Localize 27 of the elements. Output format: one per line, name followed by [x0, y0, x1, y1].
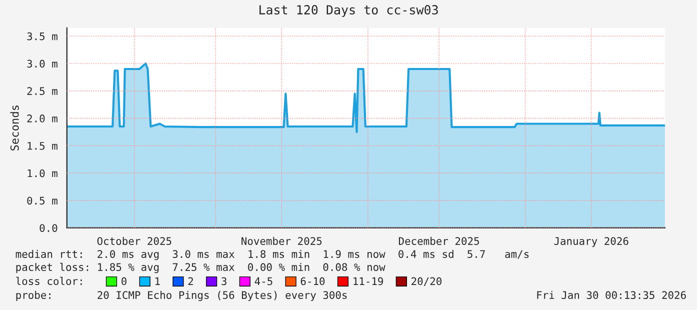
legend-label: 11-19	[354, 277, 383, 286]
y-tick-label: 1.0 m	[28, 169, 58, 178]
x-tick-label: December 2025	[398, 236, 479, 245]
text: Fri Jan 30 00:13:35 2026	[537, 290, 686, 300]
y-tick-label: 3.5 m	[27, 32, 58, 40]
y-tick-label: 2.5 m	[27, 87, 58, 96]
chart-title: Last 120 Days to cc-sw03	[260, 5, 438, 17]
legend-label: 1	[155, 277, 160, 286]
y-axis-title: Seconds	[10, 106, 19, 151]
x-tick-label: January 2026	[554, 237, 628, 248]
y-tick-label: 1.5 m	[28, 142, 58, 150]
legend-label: 3	[222, 277, 226, 286]
x-tick-label: November 2025	[242, 236, 322, 245]
y-tick-label: 0.5 m	[27, 196, 58, 205]
text: packet loss: 1.85 % avg 7.25 % max 0.00 % min 0.08 % now	[16, 262, 386, 274]
y-tick-label: 2.0 m	[27, 114, 58, 122]
text: median rtt: 2.0 ms avg 3.0 ms max 1.8 ms min 1.9 ms now 0.4 ms sd 5.7 am/s	[16, 250, 529, 260]
legend-label: 0	[122, 277, 126, 286]
x-tick-label: October 2025	[97, 236, 172, 245]
legend-label: 20/20	[412, 277, 442, 286]
legend-label: 4-5	[254, 277, 272, 286]
y-tick-label: 0.0	[40, 224, 58, 232]
y-tick-label: 3.0 m	[27, 60, 58, 68]
text: probe: 20 ICMP Echo Pings (56 Bytes) every 300s	[16, 290, 347, 302]
legend-label: 6-10	[300, 277, 325, 286]
legend-title: loss color:	[16, 276, 82, 286]
legend-label: 2	[188, 277, 193, 286]
